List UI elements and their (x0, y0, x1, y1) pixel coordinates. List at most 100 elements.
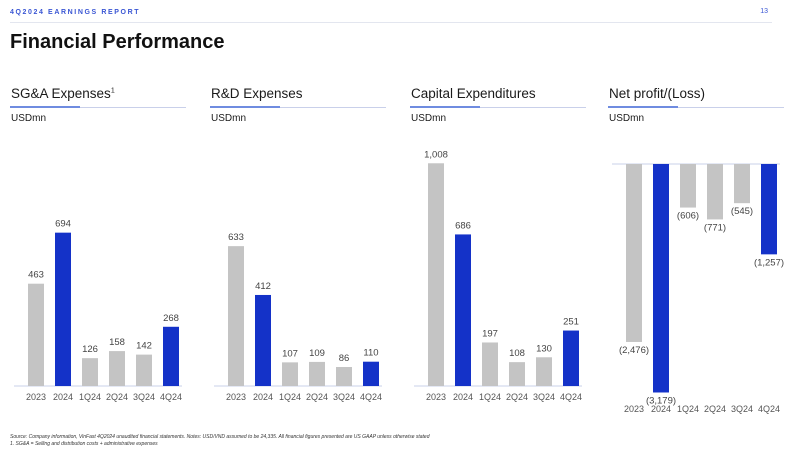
rnd-unit-label: USDmn (211, 113, 247, 124)
bar-2024 (653, 164, 669, 393)
panel-divider-accent (10, 106, 80, 108)
panel-divider (608, 107, 784, 108)
panel-divider-accent (210, 106, 280, 108)
capex-title: Capital Expenditures (411, 86, 536, 101)
data-label-2q24: 109 (309, 348, 325, 359)
bar-2024 (255, 294, 271, 386)
bar-1q24 (282, 362, 298, 386)
tick-label-2024: 2024 (651, 404, 671, 414)
data-label-4q24: (1,257) (754, 257, 784, 268)
bar-1q24 (82, 358, 98, 386)
data-label-1q24: 126 (82, 344, 98, 355)
sga-expenses-title: SG&A Expenses1 (11, 86, 115, 101)
data-label-2023: (2,476) (619, 345, 649, 356)
panel-divider (10, 107, 186, 108)
data-label-1q24: 197 (482, 328, 498, 339)
capex-unit-label: USDmn (411, 113, 447, 124)
header-divider (10, 22, 772, 23)
source-footnote: Source: Company information, VinFast 4Q2… (10, 434, 430, 440)
bar-3q24 (734, 164, 750, 204)
data-label-2024: (3,179) (646, 395, 676, 406)
tick-label-4q24: 4Q24 (758, 404, 780, 414)
tick-label-2023: 2023 (26, 392, 46, 402)
definition-footnote: 1. SG&A = Selling and distribution costs… (10, 441, 158, 447)
net-profit-title: Net profit/(Loss) (609, 86, 706, 101)
bar-2024 (55, 232, 71, 386)
bar-2023 (428, 163, 444, 386)
data-label-4q24: 110 (363, 348, 378, 359)
bar-2023 (626, 164, 642, 342)
tick-label-2q24: 2Q24 (506, 392, 528, 402)
data-label-2023: 633 (228, 232, 244, 243)
data-label-2024: 694 (55, 219, 71, 230)
data-label-1q24: (606) (677, 211, 699, 222)
bar-2024 (455, 234, 471, 386)
tick-label-2q24: 2Q24 (306, 392, 328, 402)
bar-4q24 (163, 326, 179, 386)
data-label-2q24: 158 (109, 337, 125, 348)
tick-label-3q24: 3Q24 (133, 392, 155, 402)
bar-3q24 (336, 366, 352, 386)
tick-label-3q24: 3Q24 (533, 392, 555, 402)
report-header-label: 4Q2024 EARNINGS REPORT (10, 9, 141, 16)
bar-1q24 (482, 342, 498, 386)
data-label-2024: 686 (455, 220, 471, 231)
panel-divider-accent (608, 106, 678, 108)
capex-chart: 1,008 2023 686 2024 197 1Q24 108 2Q24 130 3Q24 251… (414, 149, 582, 402)
sga-footnote-marker: 1 (110, 87, 115, 95)
bar-3q24 (536, 357, 552, 386)
tick-label-2023: 2023 (426, 392, 446, 402)
tick-label-4q24: 4Q24 (160, 392, 182, 402)
bar-2q24 (109, 351, 125, 386)
net-profit-unit-label: USDmn (609, 113, 645, 124)
tick-label-1q24: 1Q24 (677, 404, 699, 414)
page-number: 13 (760, 8, 768, 15)
tick-label-2023: 2023 (226, 392, 246, 402)
page-title: Financial Performance (10, 31, 225, 53)
tick-label-4q24: 4Q24 (560, 392, 582, 402)
capex-panel: Capital Expenditures USDmn 1,008 2023 686 2… (410, 86, 586, 416)
panel-divider (410, 107, 586, 108)
tick-label-2024: 2024 (253, 392, 273, 402)
data-label-2q24: 108 (509, 348, 525, 359)
tick-label-2023: 2023 (624, 404, 644, 414)
bar-2q24 (509, 362, 525, 386)
tick-label-2024: 2024 (453, 392, 473, 402)
bar-3q24 (136, 354, 152, 386)
bar-4q24 (363, 361, 379, 386)
panel-divider (210, 107, 386, 108)
tick-label-2024: 2024 (53, 392, 73, 402)
data-label-3q24: 142 (136, 341, 152, 352)
tick-label-1q24: 1Q24 (79, 392, 101, 402)
bar-4q24 (761, 164, 777, 255)
bar-2023 (28, 283, 44, 386)
sga-unit-label: USDmn (11, 113, 47, 124)
tick-label-3q24: 3Q24 (731, 404, 753, 414)
data-label-4q24: 268 (163, 313, 179, 324)
data-label-4q24: 251 (563, 317, 579, 328)
net-profit-panel: Net profit/(Loss) USDmn (2,476) 2023 (3,17… (608, 86, 784, 416)
bar-4q24 (563, 330, 579, 386)
tick-label-1q24: 1Q24 (479, 392, 501, 402)
bar-2q24 (707, 164, 723, 220)
panel-divider-accent (410, 106, 480, 108)
rnd-expenses-panel: R&D Expenses USDmn 633 2023 412 2024 107 1Q24… (210, 86, 386, 416)
data-label-1q24: 107 (282, 348, 298, 359)
bar-1q24 (680, 164, 696, 208)
bar-2q24 (309, 361, 325, 386)
sga-expenses-panel: SG&A Expenses1 USDmn 463 2023 694 2024 126 1Q… (10, 86, 186, 416)
data-label-2q24: (771) (704, 222, 726, 233)
tick-label-4q24: 4Q24 (360, 392, 382, 402)
tick-label-3q24: 3Q24 (333, 392, 355, 402)
tick-label-2q24: 2Q24 (704, 404, 726, 414)
data-label-2023: 463 (28, 270, 44, 281)
bar-2023 (228, 246, 244, 386)
tick-label-2q24: 2Q24 (106, 392, 128, 402)
tick-label-1q24: 1Q24 (279, 392, 301, 402)
data-label-3q24: 86 (339, 353, 350, 364)
data-label-3q24: 130 (536, 343, 552, 354)
net-profit-chart: (2,476) 2023(3,179)2024 (606) 1Q24 (771) 2Q24… (612, 163, 784, 414)
data-label-2024: 412 (255, 281, 271, 292)
data-label-2023: 1,008 (424, 149, 448, 160)
rnd-expenses-chart: 633 2023 412 2024 107 1Q24 109 2Q24 86 3Q24 110 4Q2… (214, 232, 382, 402)
